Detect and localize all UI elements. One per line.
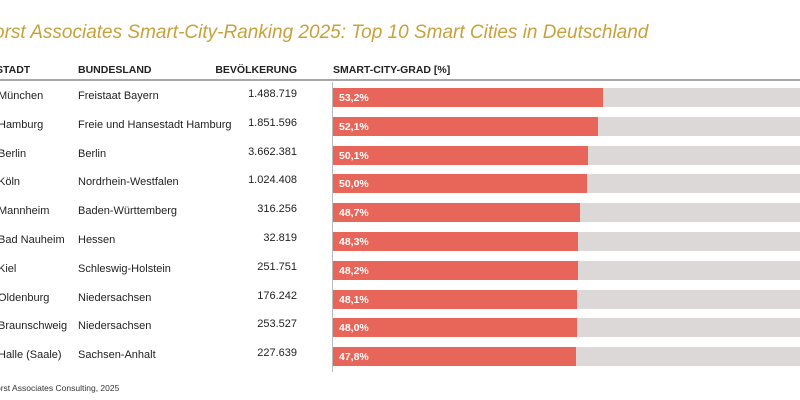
bar-label: 48,7% <box>339 207 369 220</box>
city-name: Kiel <box>0 262 17 275</box>
bar-label: 50,0% <box>339 178 369 191</box>
bar-track: 48,7% <box>333 203 800 223</box>
state-name: Niedersachsen <box>78 320 152 333</box>
state-name: Niedersachsen <box>78 291 152 304</box>
table-row: Kiel Schleswig-Holstein 251.751 48,2% <box>0 255 800 284</box>
population-value: 3.662.381 <box>248 145 297 158</box>
bar-label: 48,1% <box>339 293 369 306</box>
bar-track: 50,0% <box>333 174 800 194</box>
bar-label: 48,3% <box>339 236 369 248</box>
population-value: 316.256 <box>257 203 297 216</box>
bar-label: 53,2% <box>339 92 369 104</box>
city-name: Bad Nauheim <box>0 234 65 246</box>
table-row: Halle (Saale) Sachsen-Anhalt 227.639 47,… <box>0 341 800 370</box>
state-name: Freistaat Bayern <box>78 90 159 102</box>
state-name: Nordrhein-Westfalen <box>78 176 179 189</box>
bar: 53,2% <box>333 88 604 107</box>
header-smart-city-grade: SMART-CITY-GRAD [%] <box>333 64 451 76</box>
city-name: Halle (Saale) <box>0 349 62 362</box>
state-name: Freie und Hansestadt Hamburg <box>78 118 232 131</box>
city-name: München <box>0 90 44 102</box>
city-name: Köln <box>0 176 21 189</box>
table-row: Oldenburg Niedersachsen 176.242 48,1% <box>0 284 800 313</box>
bar-axis <box>332 82 333 372</box>
state-name: Berlin <box>78 147 107 160</box>
bar: 50,1% <box>333 145 588 165</box>
population-value: 227.639 <box>257 347 297 360</box>
bar: 48,2% <box>333 260 578 280</box>
bar-track: 52,1% <box>333 116 800 136</box>
population-value: 1.488.719 <box>248 88 297 100</box>
population-value: 176.242 <box>257 289 297 302</box>
state-name: Sachsen-Anhalt <box>78 349 156 362</box>
table-row: Braunschweig Niedersachsen 253.527 48,0% <box>0 312 800 341</box>
bar-track: 48,2% <box>333 260 800 280</box>
bar: 48,3% <box>333 232 579 251</box>
table-row: Bad Nauheim Hessen 32.819 48,3% <box>0 226 800 255</box>
state-name: Schleswig-Holstein <box>78 262 171 275</box>
population-value: 32.819 <box>263 232 297 244</box>
population-value: 1.851.596 <box>248 116 297 129</box>
bar-track: 48,3% <box>333 232 800 251</box>
bar: 52,1% <box>333 116 598 136</box>
population-value: 1.024.408 <box>248 174 297 187</box>
table-row: Köln Nordrhein-Westfalen 1.024.408 50,0% <box>0 168 800 197</box>
bar: 47,8% <box>333 347 576 367</box>
city-name: Braunschweig <box>0 320 68 333</box>
bar-track: 48,1% <box>333 289 800 309</box>
bar-label: 48,0% <box>339 322 369 335</box>
chart-title: orst Associates Smart-City-Ranking 2025:… <box>0 22 649 43</box>
city-name: Oldenburg <box>0 291 50 304</box>
header-city: STADT <box>0 64 31 76</box>
bar: 48,7% <box>333 203 581 223</box>
population-value: 251.751 <box>257 260 297 273</box>
bar: 50,0% <box>333 174 587 194</box>
city-name: Mannheim <box>0 205 50 218</box>
bar-label: 52,1% <box>339 120 369 133</box>
header-population: BEVÖLKERUNG <box>215 64 297 76</box>
state-name: Hessen <box>78 234 116 246</box>
table-row: Hamburg Freie und Hansestadt Hamburg 1.8… <box>0 111 800 140</box>
header-divider <box>0 79 800 81</box>
city-name: Berlin <box>0 147 27 160</box>
bar-track: 53,2% <box>333 88 800 107</box>
source-footer: orst Associates Consulting, 2025 <box>0 383 120 393</box>
table-row: München Freistaat Bayern 1.488.719 53,2% <box>0 82 800 111</box>
population-value: 253.527 <box>257 318 297 331</box>
bar-label: 50,1% <box>339 149 369 162</box>
bar-track: 48,0% <box>333 318 800 338</box>
bar-label: 47,8% <box>339 351 369 364</box>
city-name: Hamburg <box>0 118 44 131</box>
bar: 48,0% <box>333 318 577 338</box>
table-row: Mannheim Baden-Württemberg 316.256 48,7% <box>0 197 800 226</box>
table-row: Berlin Berlin 3.662.381 50,1% <box>0 140 800 169</box>
bar: 48,1% <box>333 289 578 309</box>
header-state: BUNDESLAND <box>78 64 152 76</box>
bar-track: 47,8% <box>333 347 800 367</box>
bar-label: 48,2% <box>339 264 369 277</box>
bar-track: 50,1% <box>333 145 800 165</box>
state-name: Baden-Württemberg <box>78 205 178 218</box>
